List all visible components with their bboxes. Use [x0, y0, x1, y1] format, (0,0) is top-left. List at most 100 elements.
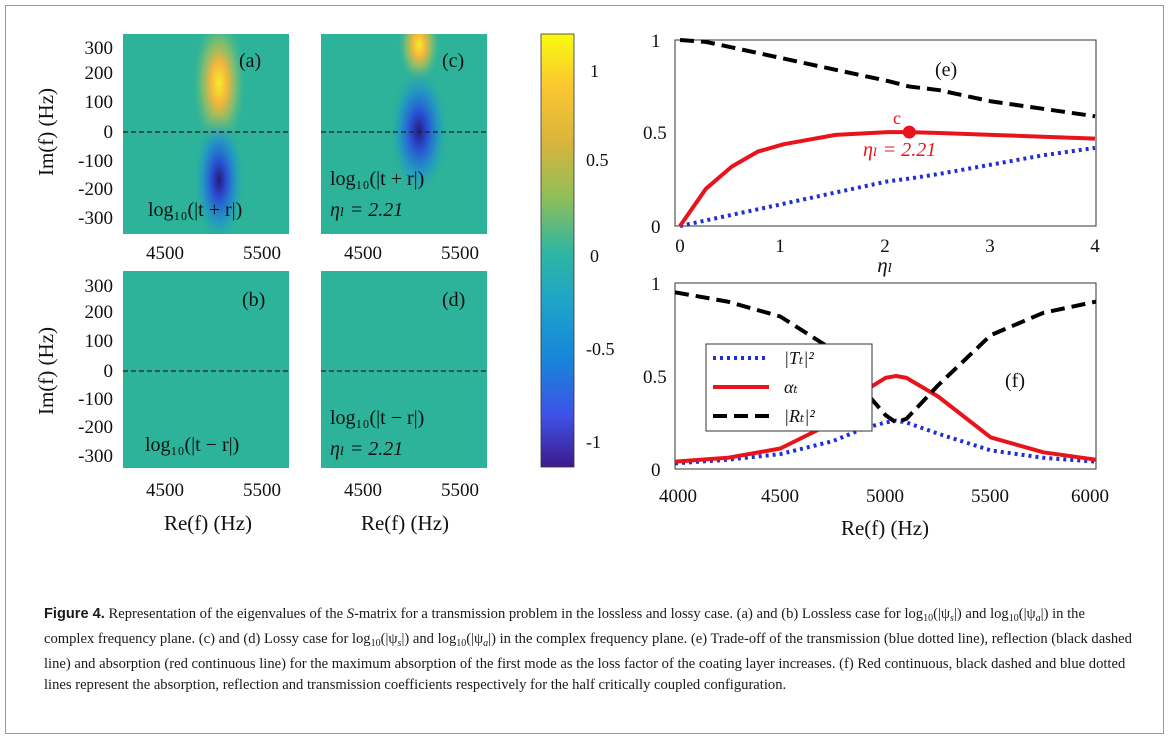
y-tick-label: 200: [85, 63, 114, 84]
caption-text: (|ψ: [380, 631, 398, 647]
x-tick-label: 4500: [146, 480, 184, 501]
x-tick-label: 4: [1090, 236, 1100, 257]
x-tick-label: 5500: [971, 486, 1009, 507]
heatmap-axes: 300 200 100 0 -100 -200 -300 300 200 100…: [34, 38, 479, 535]
eta-label: ηₗ = 2.21: [330, 438, 403, 460]
x-axis-label: ηₗ: [877, 253, 893, 277]
x-ticks: 0 1 2 3 4: [675, 236, 1100, 257]
heatmap-dip: [193, 115, 245, 234]
y-tick-label: -300: [78, 208, 113, 229]
colorbar: 1 0.5 0 -0.5 -1: [540, 33, 615, 468]
figure-frame: [5, 5, 1164, 734]
x-tick-label: 4500: [761, 486, 799, 507]
caption-subscript: a: [483, 638, 489, 649]
marker-point: [902, 125, 916, 139]
y-tick-label: -200: [78, 179, 113, 200]
panel-label: (b): [242, 289, 265, 311]
caption-text: S: [346, 606, 355, 622]
x-tick-label: 3: [985, 236, 995, 257]
y-tick-label: 0: [104, 361, 114, 382]
y-tick-label: 1: [651, 274, 661, 295]
panel-label: (a): [239, 50, 261, 72]
panel-label: (e): [935, 59, 957, 81]
x-tick-label: 1: [775, 236, 785, 257]
y-tick-label: -300: [78, 446, 113, 467]
x-tick-label: 4500: [344, 243, 382, 264]
caption-subscript: s: [950, 613, 954, 624]
y-tick-label: -100: [78, 389, 113, 410]
series-line-solid: [674, 374, 1097, 464]
panel-label: (f): [1005, 370, 1025, 392]
x-tick-label: 5500: [243, 243, 281, 264]
legend-entry: αₜ: [784, 377, 798, 397]
caption-text: Representation of the eigenvalues of the: [104, 606, 347, 622]
heatmap-background: [123, 271, 289, 468]
y-tick-label: 0.5: [643, 123, 667, 144]
heatmap-dip: [389, 66, 449, 196]
caption-subscript: 10: [456, 638, 467, 649]
y-tick-label: 200: [85, 302, 114, 323]
series-line-solid: [678, 130, 1096, 228]
legend-entry: |Rₜ|²: [784, 406, 815, 426]
y-axis-label: Im(f) (Hz): [34, 88, 58, 176]
figure-caption: Figure 4. Representation of the eigenval…: [44, 604, 1134, 696]
y-tick-label: -200: [78, 417, 113, 438]
colorbar-gradient: [540, 33, 575, 468]
marker-letter: c: [893, 108, 901, 128]
x-axis-label: Re(f) (Hz): [361, 511, 449, 535]
x-tick-label: 5500: [243, 480, 281, 501]
legend-entry: |Tₜ|²: [784, 348, 814, 368]
caption-text: (|ψ: [933, 606, 951, 622]
marker-annotation: ηₗ = 2.21: [863, 139, 936, 161]
caption-text: (|ψ: [466, 631, 484, 647]
colorbar-tick: 0: [590, 246, 599, 266]
heatmap-panel-c: (c) log₁₀(|t + r|) ηₗ = 2.21: [321, 34, 487, 234]
colorbar-tick: 0.5: [586, 150, 609, 170]
caption-label: Figure 4.: [44, 606, 105, 622]
x-axis-label: Re(f) (Hz): [164, 511, 252, 535]
y-tick-label: 300: [85, 276, 114, 297]
x-tick-label: 0: [675, 236, 685, 257]
series-layer: [678, 38, 1096, 228]
eta-label: ηₗ = 2.21: [330, 199, 403, 221]
heatmap-panel-a: (a) log₁₀(|t + r|): [123, 34, 289, 234]
series-layer: [674, 290, 1097, 466]
colorbar-tick: -0.5: [586, 339, 615, 359]
caption-subscript: s: [397, 638, 402, 649]
caption-text: |) and log: [953, 606, 1009, 622]
heatmap-panel-d: (d) log₁₀(|t − r|) ηₗ = 2.21: [321, 271, 487, 468]
x-tick-label: 5500: [441, 480, 479, 501]
y-tick-label: 0: [651, 217, 661, 238]
y-tick-label: 100: [85, 92, 114, 113]
y-ticks: 1 0.5 0: [643, 31, 667, 238]
x-tick-label: 5500: [441, 243, 479, 264]
y-tick-label: 0: [651, 460, 661, 481]
formula-label: log₁₀(|t + r|): [330, 168, 424, 190]
formula-label: log₁₀(|t + r|): [148, 199, 242, 221]
y-tick-label: -100: [78, 151, 113, 172]
heatmap-peak: [191, 34, 247, 153]
line-panel-e: 1 0.5 0 0 1 2 3 4 ηₗ (e) c ηₗ = 2.21: [643, 31, 1100, 277]
y-tick-label: 0: [104, 122, 114, 143]
heatmap-background: [321, 271, 487, 468]
x-tick-label: 2: [880, 236, 890, 257]
caption-subscript: 10: [1008, 613, 1019, 624]
formula-label: log₁₀(|t − r|): [330, 407, 424, 429]
caption-subscript: 10: [923, 613, 934, 624]
panel-label: (c): [442, 50, 464, 72]
x-tick-label: 6000: [1071, 486, 1109, 507]
y-axis-label: Im(f) (Hz): [34, 327, 58, 415]
colorbar-tick: 1: [590, 61, 599, 81]
heatmap-panel-b: (b) log₁₀(|t − r|): [123, 271, 289, 468]
series-line-dashed: [679, 38, 1096, 119]
series-line-dashed: [674, 290, 1097, 425]
legend: |Tₜ|² αₜ |Rₜ|²: [705, 343, 873, 432]
y-tick-label: 0.5: [643, 367, 667, 388]
y-tick-label: 100: [85, 331, 114, 352]
figure-4: (a) log₁₀(|t + r|) (c) log₁₀(|t + r|) ηₗ…: [34, 31, 1109, 540]
x-ticks: 4000 4500 5000 5500 6000: [659, 486, 1109, 507]
caption-text: |) and log: [401, 631, 457, 647]
y-ticks: 1 0.5 0: [643, 274, 667, 481]
caption-subscript: a: [1035, 613, 1041, 624]
panel-label: (d): [442, 289, 465, 311]
